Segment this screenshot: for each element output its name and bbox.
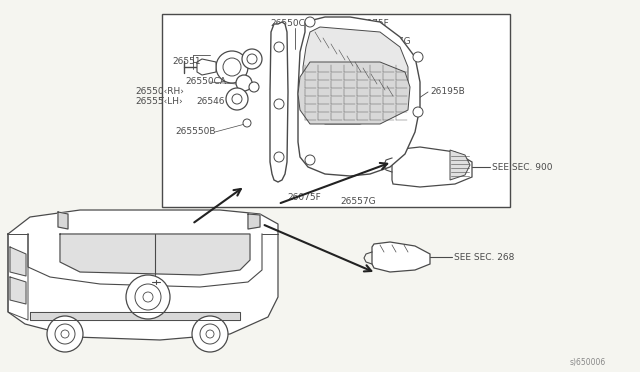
Circle shape <box>274 152 284 162</box>
Text: 26546: 26546 <box>196 97 225 106</box>
Circle shape <box>242 49 262 69</box>
Text: 26195B: 26195B <box>430 87 465 96</box>
Text: 26550C: 26550C <box>270 19 305 29</box>
Text: 26557G: 26557G <box>375 38 411 46</box>
Circle shape <box>413 52 423 62</box>
Polygon shape <box>30 312 240 320</box>
Polygon shape <box>372 242 430 272</box>
Polygon shape <box>270 22 288 182</box>
Circle shape <box>243 119 251 127</box>
Circle shape <box>305 155 315 165</box>
Circle shape <box>274 42 284 52</box>
Circle shape <box>216 51 248 83</box>
Text: 26555‹LH›: 26555‹LH› <box>135 97 182 106</box>
Circle shape <box>236 75 252 91</box>
Polygon shape <box>392 147 472 187</box>
Circle shape <box>305 17 315 27</box>
Circle shape <box>413 107 423 117</box>
Text: SEE SEC. 900: SEE SEC. 900 <box>492 163 552 171</box>
Polygon shape <box>303 27 408 124</box>
Text: 26551: 26551 <box>172 58 200 67</box>
Polygon shape <box>197 59 216 75</box>
Text: SEE SEC. 268: SEE SEC. 268 <box>454 253 515 262</box>
Polygon shape <box>248 214 260 229</box>
Circle shape <box>274 99 284 109</box>
Circle shape <box>232 94 242 104</box>
Polygon shape <box>450 150 470 180</box>
Text: 265550B: 265550B <box>175 128 216 137</box>
Circle shape <box>126 275 170 319</box>
Polygon shape <box>8 210 278 340</box>
Polygon shape <box>10 277 26 304</box>
Text: 26550CA: 26550CA <box>185 77 226 87</box>
Text: 26550‹RH›: 26550‹RH› <box>135 87 184 96</box>
Bar <box>162 14 510 207</box>
Circle shape <box>192 316 228 352</box>
Polygon shape <box>58 212 68 229</box>
Text: 26075F: 26075F <box>287 192 321 202</box>
Polygon shape <box>298 17 420 176</box>
Circle shape <box>247 54 257 64</box>
Polygon shape <box>60 234 250 275</box>
Circle shape <box>249 82 259 92</box>
Circle shape <box>47 316 83 352</box>
Text: s)650006: s)650006 <box>570 357 606 366</box>
Polygon shape <box>10 247 26 276</box>
Circle shape <box>223 58 241 76</box>
Text: 26557G: 26557G <box>340 198 376 206</box>
Circle shape <box>226 88 248 110</box>
Text: 26075F: 26075F <box>355 19 388 29</box>
Polygon shape <box>298 62 410 124</box>
